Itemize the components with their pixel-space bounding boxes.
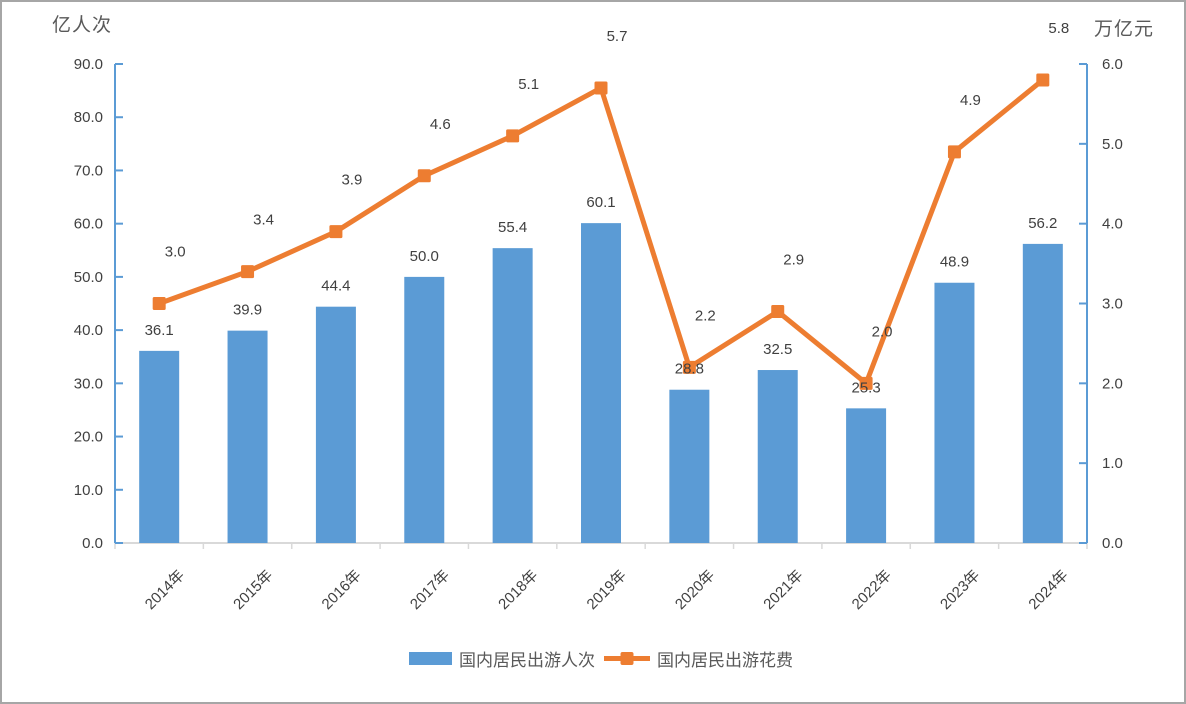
bar-label-2020: 28.8 xyxy=(675,361,704,378)
bar-label-2018: 55.4 xyxy=(498,219,527,236)
bar-label-2022: 25.3 xyxy=(851,379,880,396)
left-axis-tick-label: 30.0 xyxy=(74,375,103,392)
right-axis-tick-label: 0.0 xyxy=(1102,535,1123,552)
bar-label-2023: 48.9 xyxy=(940,254,969,271)
x-axis-label-2023: 2023年 xyxy=(937,567,983,613)
left-axis-tick-label: 0.0 xyxy=(82,535,103,552)
bar-label-2015: 39.9 xyxy=(233,302,262,319)
x-axis-label-2014: 2014年 xyxy=(142,567,188,613)
line-label-2015: 3.4 xyxy=(253,212,274,229)
line-label-2023: 4.9 xyxy=(960,92,981,109)
x-axis-label-2017: 2017年 xyxy=(407,567,453,613)
right-axis-tick-label: 5.0 xyxy=(1102,136,1123,153)
combo-chart-plot: 0.0 10.0 20.0 30.0 40.0 50.0 60.0 70.0 80.0 90.0 0… xyxy=(74,20,1123,613)
left-axis-tick-label: 70.0 xyxy=(74,162,103,179)
bar-2015 xyxy=(227,330,268,543)
line-marker-2022 xyxy=(859,376,873,390)
x-axis-label-2021: 2021年 xyxy=(760,567,806,613)
legend-item-bar-series: 国内居民出游人次 xyxy=(409,646,595,671)
x-axis-label-2016: 2016年 xyxy=(319,567,365,613)
x-axis-label-2024: 2024年 xyxy=(1025,567,1071,613)
line-label-2016: 3.9 xyxy=(341,172,362,189)
right-axis-tick-label: 4.0 xyxy=(1102,216,1123,233)
bar-2018 xyxy=(492,248,533,543)
bar-2021 xyxy=(757,370,798,543)
bar-2020 xyxy=(669,389,710,543)
bar-2022 xyxy=(846,408,887,543)
line-label-2018: 5.1 xyxy=(518,76,539,93)
bar-series-swatch-icon xyxy=(409,651,452,665)
x-axis-label-2020: 2020年 xyxy=(672,567,718,613)
line-marker-2016 xyxy=(329,225,343,239)
bar-label-2017: 50.0 xyxy=(410,248,439,265)
legend: 国内居民出游人次 国内居民出游花费 xyxy=(115,645,1087,671)
line-marker-2018 xyxy=(506,129,520,143)
line-marker-2017 xyxy=(417,169,431,183)
left-axis-tick-label: 20.0 xyxy=(74,429,103,446)
bar-2016 xyxy=(315,306,356,543)
line-marker-2014 xyxy=(152,297,166,310)
line-label-2024: 5.8 xyxy=(1048,20,1069,37)
x-axis-label-2022: 2022年 xyxy=(849,567,895,613)
line-marker-2015 xyxy=(241,265,255,279)
left-axis-tick-label: 10.0 xyxy=(74,482,103,499)
line-marker-2024 xyxy=(1036,73,1050,87)
right-axis-tick-label: 6.0 xyxy=(1102,56,1123,73)
line-marker-2021 xyxy=(771,304,785,318)
line-label-2021: 2.9 xyxy=(783,251,804,268)
line-label-2022: 2.0 xyxy=(872,323,893,340)
line-marker-2019 xyxy=(594,81,608,95)
line-marker-2020 xyxy=(682,360,696,374)
bar-label-2019: 60.1 xyxy=(586,194,615,211)
bar-label-2021: 32.5 xyxy=(763,341,792,358)
left-axis-tick-label: 80.0 xyxy=(74,109,103,126)
x-axis-label-2018: 2018年 xyxy=(495,567,541,613)
right-axis-tick-label: 1.0 xyxy=(1102,455,1123,472)
left-axis-tick-label: 50.0 xyxy=(74,269,103,286)
line-label-2020: 2.2 xyxy=(695,307,716,324)
line-label-2017: 4.6 xyxy=(430,116,451,133)
x-axis-label-2019: 2019年 xyxy=(584,567,630,613)
line-label-2014: 3.0 xyxy=(165,244,186,261)
legend-item-line-series: 国内居民出游花费 xyxy=(604,646,793,671)
bar-series-label: 国内居民出游人次 xyxy=(459,650,595,670)
bar-label-2024: 56.2 xyxy=(1028,215,1057,232)
bar-2019 xyxy=(581,223,621,543)
left-axis-tick-label: 60.0 xyxy=(74,216,103,233)
bar-label-2016: 44.4 xyxy=(321,278,350,295)
left-axis-title: 亿人次 xyxy=(52,15,113,36)
left-axis-tick-label: 90.0 xyxy=(74,56,103,73)
line-series-label: 国内居民出游花费 xyxy=(657,650,793,670)
bar-2014 xyxy=(139,350,180,543)
line-series-swatch-icon xyxy=(604,651,650,665)
right-axis-tick-label: 2.0 xyxy=(1102,375,1123,392)
line-marker-2023 xyxy=(947,145,961,159)
bar-2024 xyxy=(1022,243,1063,543)
x-axis-label-2015: 2015年 xyxy=(230,567,276,613)
bar-label-2014: 36.1 xyxy=(145,322,174,339)
bar-2017 xyxy=(404,276,445,543)
bar-2023 xyxy=(934,282,975,543)
right-axis-title: 万亿元 xyxy=(1094,19,1155,40)
right-axis-tick-label: 3.0 xyxy=(1102,296,1123,313)
left-axis-tick-label: 40.0 xyxy=(74,322,103,339)
line-label-2019: 5.7 xyxy=(607,28,628,45)
